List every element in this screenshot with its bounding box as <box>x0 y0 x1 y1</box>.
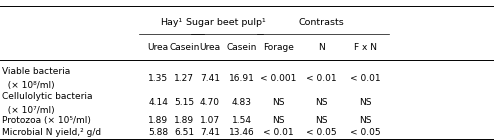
Text: 1.54: 1.54 <box>232 116 252 125</box>
Text: 1.07: 1.07 <box>200 116 220 125</box>
Text: NS: NS <box>315 116 328 125</box>
Text: Microbial N yield,² g/d: Microbial N yield,² g/d <box>2 128 102 137</box>
Text: Hay¹: Hay¹ <box>160 18 182 27</box>
Text: < 0.001: < 0.001 <box>260 74 296 83</box>
Text: Contrasts: Contrasts <box>299 18 345 27</box>
Text: 1.89: 1.89 <box>174 116 194 125</box>
Text: Sugar beet pulp¹: Sugar beet pulp¹ <box>186 18 266 27</box>
Text: 7.41: 7.41 <box>200 74 220 83</box>
Text: 13.46: 13.46 <box>229 128 255 137</box>
Text: 4.14: 4.14 <box>148 98 168 107</box>
Text: 1.89: 1.89 <box>148 116 168 125</box>
Text: (× 10⁸/ml): (× 10⁸/ml) <box>2 81 55 90</box>
Text: F x N: F x N <box>354 43 377 52</box>
Text: N: N <box>318 43 325 52</box>
Text: NS: NS <box>272 98 285 107</box>
Text: Viable bacteria: Viable bacteria <box>2 67 71 76</box>
Text: 4.70: 4.70 <box>200 98 220 107</box>
Text: 1.27: 1.27 <box>174 74 194 83</box>
Text: Protozoa (× 10⁵/ml): Protozoa (× 10⁵/ml) <box>2 116 91 125</box>
Text: NS: NS <box>359 98 372 107</box>
Text: 1.35: 1.35 <box>148 74 168 83</box>
Text: 16.91: 16.91 <box>229 74 255 83</box>
Text: Cellulolytic bacteria: Cellulolytic bacteria <box>2 92 93 101</box>
Text: < 0.01: < 0.01 <box>350 74 381 83</box>
Text: < 0.05: < 0.05 <box>350 128 381 137</box>
Text: < 0.01: < 0.01 <box>306 74 336 83</box>
Text: NS: NS <box>315 98 328 107</box>
Text: NS: NS <box>272 116 285 125</box>
Text: Casein: Casein <box>227 43 257 52</box>
Text: Urea: Urea <box>200 43 220 52</box>
Text: 5.88: 5.88 <box>148 128 168 137</box>
Text: 7.41: 7.41 <box>200 128 220 137</box>
Text: < 0.05: < 0.05 <box>306 128 336 137</box>
Text: 5.15: 5.15 <box>174 98 194 107</box>
Text: NS: NS <box>359 116 372 125</box>
Text: < 0.01: < 0.01 <box>263 128 293 137</box>
Text: Casein: Casein <box>169 43 200 52</box>
Text: 4.83: 4.83 <box>232 98 252 107</box>
Text: (× 10⁷/ml): (× 10⁷/ml) <box>2 106 55 115</box>
Text: 6.51: 6.51 <box>174 128 194 137</box>
Text: Forage: Forage <box>263 43 293 52</box>
Text: Urea: Urea <box>148 43 168 52</box>
